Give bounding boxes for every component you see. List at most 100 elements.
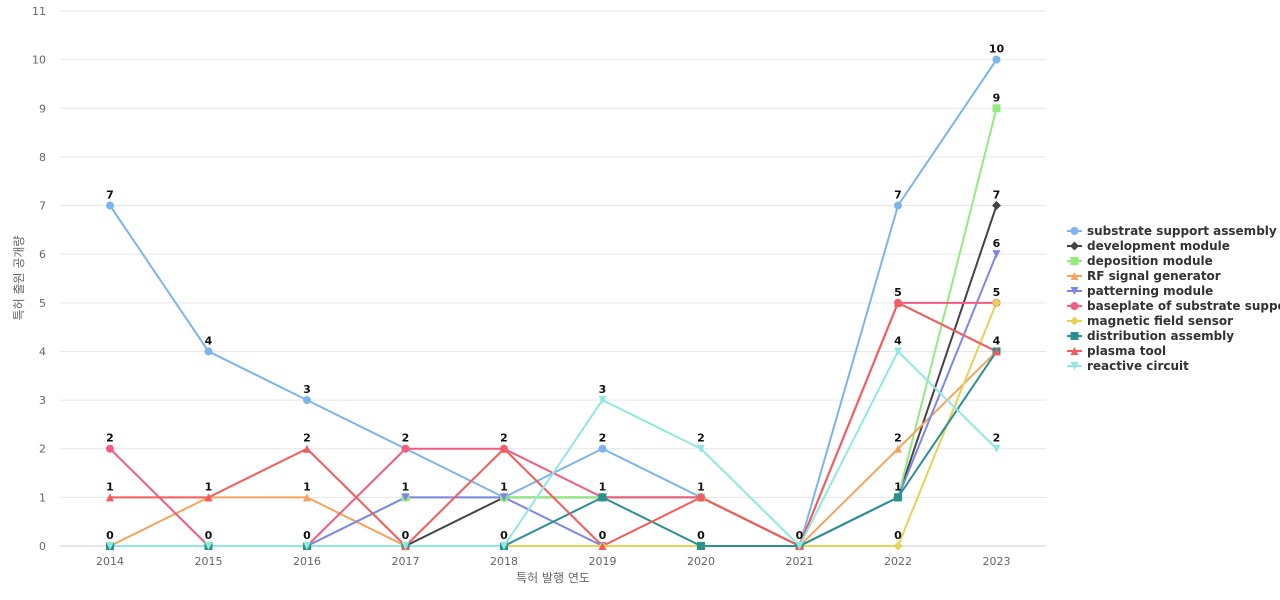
- x-tick-label: 2019: [589, 555, 617, 568]
- data-point: [303, 542, 311, 550]
- legend-item[interactable]: substrate support assembly: [1067, 224, 1277, 238]
- data-label: 2: [402, 432, 410, 445]
- legend-item[interactable]: baseplate of substrate support: [1067, 299, 1280, 313]
- legend-item[interactable]: deposition module: [1067, 254, 1213, 268]
- data-point: [894, 493, 902, 502]
- data-point: [204, 542, 213, 550]
- y-axis-ticks: 0 1 2 3 4 5 6 7 8 9 10 11: [32, 5, 46, 553]
- data-point: [598, 444, 607, 453]
- data-label: 3: [599, 383, 607, 396]
- legend-label: baseplate of substrate support: [1087, 299, 1280, 313]
- legend-label: substrate support assembly: [1087, 224, 1277, 238]
- y-tick-label: 11: [32, 5, 46, 18]
- data-point: [500, 493, 508, 502]
- data-label: 1: [303, 480, 311, 493]
- data-point: [204, 493, 213, 502]
- series-line: [110, 302, 998, 547]
- data-point: [598, 493, 607, 502]
- y-axis-title: 특허 출원 공개량: [12, 236, 26, 321]
- data-label: 1: [894, 480, 902, 493]
- data-label: 7: [106, 189, 114, 202]
- data-label: 4: [894, 334, 902, 347]
- legend-item[interactable]: plasma tool: [1067, 344, 1166, 358]
- data-label: 0: [205, 529, 213, 542]
- data-point: [1070, 272, 1079, 280]
- data-point: [401, 542, 410, 550]
- x-axis-ticks: 2014 2015 2016 2017 2018 2019 2020 2021 2022 2023: [96, 555, 1011, 568]
- data-point: [401, 444, 410, 453]
- data-point: [303, 396, 311, 405]
- series-markers: [105, 55, 1001, 551]
- y-tick-label: 0: [39, 540, 46, 553]
- y-tick-label: 4: [39, 345, 46, 358]
- legend-item[interactable]: patterning module: [1067, 284, 1213, 298]
- data-label: 2: [993, 432, 1001, 445]
- data-point: [598, 396, 607, 405]
- data-point: [1070, 241, 1079, 251]
- series-line: [110, 350, 998, 547]
- data-point: [894, 201, 902, 210]
- data-point: [992, 104, 1001, 113]
- data-label: 0: [894, 529, 902, 542]
- legend-label: patterning module: [1087, 284, 1213, 298]
- x-tick-label: 2021: [786, 555, 814, 568]
- legend-item[interactable]: distribution assembly: [1067, 329, 1234, 343]
- x-tick-label: 2020: [687, 555, 715, 568]
- legend-item[interactable]: RF signal generator: [1067, 269, 1221, 283]
- data-label: 1: [697, 480, 705, 493]
- data-label: 0: [106, 529, 114, 542]
- legend-label: development module: [1087, 239, 1230, 253]
- series-line: [110, 301, 997, 547]
- data-point: [1070, 227, 1079, 235]
- data-point: [697, 444, 705, 453]
- data-point: [1070, 316, 1079, 326]
- data-label: 3: [303, 383, 311, 396]
- data-point: [992, 444, 1001, 453]
- data-label: 4: [993, 334, 1001, 347]
- data-point: [500, 542, 508, 550]
- data-point: [697, 542, 705, 550]
- data-label: 5: [894, 286, 902, 299]
- data-label: 2: [106, 432, 114, 445]
- data-label: 7: [993, 189, 1001, 202]
- data-label: 4: [205, 334, 213, 347]
- data-point: [795, 542, 804, 550]
- x-axis-title: 특허 발행 연도: [516, 570, 590, 585]
- x-tick-label: 2016: [293, 555, 321, 568]
- legend-item[interactable]: reactive circuit: [1067, 359, 1189, 373]
- data-label: 0: [599, 529, 607, 542]
- y-tick-label: 6: [39, 248, 46, 261]
- data-point: [1070, 332, 1079, 340]
- series-line: [109, 301, 997, 547]
- data-point: [106, 201, 114, 210]
- data-point: [303, 444, 311, 453]
- data-point: [1070, 287, 1079, 295]
- y-tick-label: 3: [39, 394, 46, 407]
- data-label: 0: [500, 529, 508, 542]
- y-tick-label: 8: [39, 151, 46, 164]
- data-label: 2: [303, 432, 311, 445]
- series-lines: [109, 59, 998, 547]
- y-tick-label: 10: [32, 54, 46, 67]
- data-point: [992, 201, 1001, 211]
- legend-label: plasma tool: [1087, 344, 1166, 358]
- data-point: [106, 542, 114, 550]
- data-point: [894, 347, 902, 356]
- data-point: [894, 444, 902, 453]
- data-point: [1070, 347, 1079, 355]
- x-tick-label: 2023: [983, 555, 1011, 568]
- data-label: 7: [894, 189, 902, 202]
- legend-label: distribution assembly: [1087, 329, 1234, 343]
- data-point: [401, 493, 410, 502]
- legend-item[interactable]: development module: [1067, 239, 1230, 253]
- x-tick-label: 2015: [195, 555, 223, 568]
- data-label: 2: [599, 432, 607, 445]
- data-point: [500, 444, 508, 453]
- legend-item[interactable]: magnetic field sensor: [1067, 314, 1233, 328]
- grid: [60, 10, 1046, 547]
- data-point: [992, 298, 1001, 308]
- series-line: [110, 205, 998, 547]
- data-point: [992, 347, 1001, 356]
- data-point: [106, 444, 114, 453]
